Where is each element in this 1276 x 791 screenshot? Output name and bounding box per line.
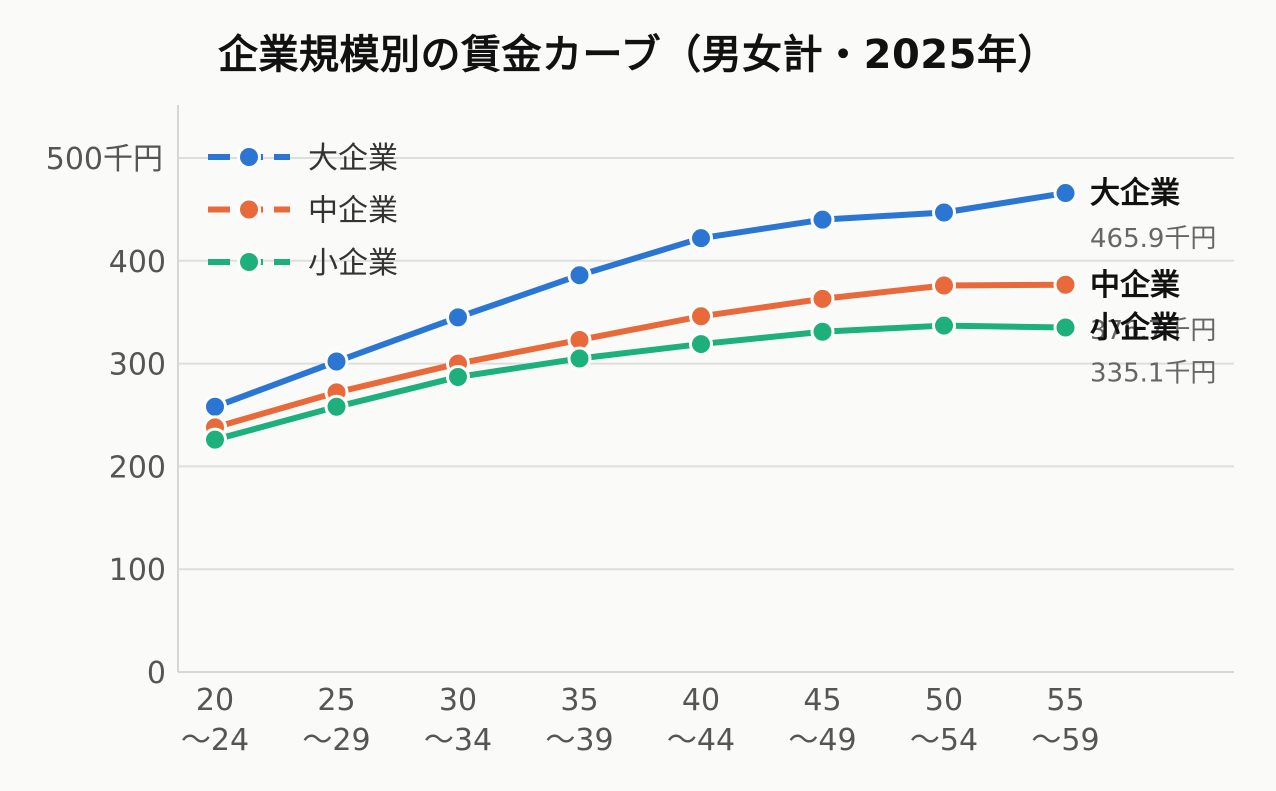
y-tick-label: 0 [147,656,166,691]
data-point [810,286,835,311]
legend-label: 中企業 [308,194,398,229]
end-label-name: 大企業 [1090,176,1180,211]
data-point [567,346,592,371]
data-point [810,207,835,232]
series-line [212,322,1069,443]
data-point [810,319,835,344]
data-point [324,394,349,419]
y-tick-label: 500千円 [46,142,163,177]
legend-swatch-marker [237,197,261,222]
data-point [1053,315,1078,340]
y-tick-label: 100 [109,553,166,588]
series-line [212,281,1069,431]
end-label-value: 335.1千円 [1090,359,1216,389]
data-point [1053,181,1078,206]
data-point [689,304,713,329]
x-tick-label: 35 〜39 [545,683,613,758]
series-layer [203,181,1078,452]
data-point [932,273,956,298]
x-tick-label: 30 〜34 [424,683,492,758]
axes: 0 100 200 300 400 500千円 20 〜24 25 〜29 30 〜34 35 〜39 40… [46,105,1234,758]
x-tick-label: 55 〜59 [1031,683,1099,758]
grid-lines [178,157,1234,571]
y-tick-label: 400 [109,245,166,280]
data-point [689,332,713,357]
data-point [1053,272,1078,297]
x-tick-label: 40 〜44 [667,683,735,758]
data-point [932,200,956,225]
data-point [446,364,470,389]
legend-swatch-marker [237,145,261,169]
data-point [689,226,713,251]
x-tick-label: 45 〜49 [788,683,856,758]
series-line [212,190,1069,410]
data-point [203,427,227,452]
x-tick-label: 20 〜24 [181,683,249,758]
legend-swatch-marker [237,250,261,274]
legend-label: 小企業 [308,246,398,281]
data-point [932,313,956,338]
end-label-value: 376.7千円 [1090,316,1216,346]
end-label-name: 中企業 [1090,268,1180,303]
y-tick-label: 200 [109,450,166,485]
data-point [446,305,470,330]
legend-label: 大企業 [308,141,398,176]
chart-title: 企業規模別の賃金カーブ（男女計・2025年） [218,32,1058,78]
x-tick-label: 50 〜54 [910,683,978,758]
data-point [567,263,592,288]
end-label-name: 小企業 [1090,311,1180,346]
data-point [203,394,227,419]
y-tick-label: 300 [109,348,166,383]
end-label-value: 465.9千円 [1090,224,1216,254]
x-tick-label: 25 〜29 [302,683,370,758]
data-point [324,349,349,374]
